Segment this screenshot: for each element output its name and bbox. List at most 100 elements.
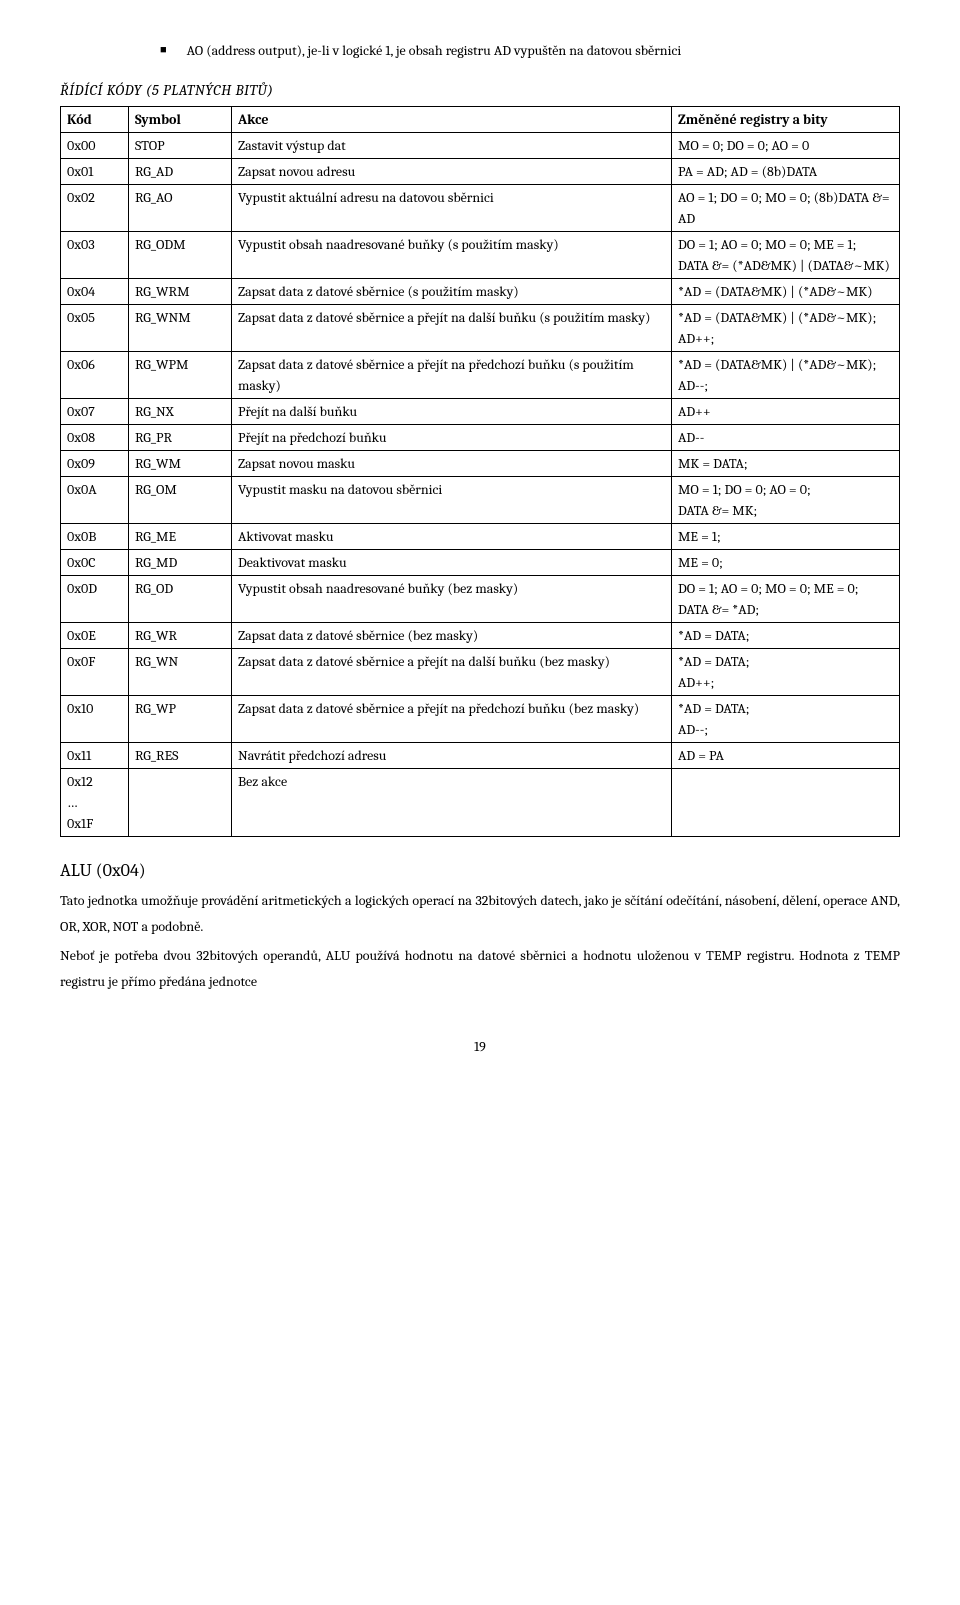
table-row: 0x10RG_WPZapsat data z datové sběrnice a… <box>61 695 900 742</box>
table-cell: 0x09 <box>61 450 129 476</box>
table-cell: RG_OD <box>129 575 232 622</box>
table-cell: AD++ <box>672 398 900 424</box>
table-cell: MO = 1; DO = 0; AO = 0; DATA &= MK; <box>672 476 900 523</box>
table-cell: AD-- <box>672 424 900 450</box>
opcodes-table: Kód Symbol Akce Změněné registry a bity … <box>60 106 900 837</box>
table-row: 0x08RG_PRPřejít na předchozí buňkuAD-- <box>61 424 900 450</box>
table-row: 0x0ERG_WRZapsat data z datové sběrnice (… <box>61 622 900 648</box>
table-cell: Zastavit výstup dat <box>232 132 672 158</box>
table-cell: *AD = DATA; <box>672 622 900 648</box>
table-cell: MK = DATA; <box>672 450 900 476</box>
alu-title: ALU (0x04) <box>60 857 900 884</box>
table-cell: 0x06 <box>61 351 129 398</box>
table-cell: RG_WR <box>129 622 232 648</box>
table-cell: Bez akce <box>232 768 672 836</box>
table-cell: RG_AD <box>129 158 232 184</box>
table-cell: ME = 1; <box>672 523 900 549</box>
table-cell: AO = 1; DO = 0; MO = 0; (8b)DATA &= AD <box>672 184 900 231</box>
table-cell: RG_ODM <box>129 231 232 278</box>
table-cell: Aktivovat masku <box>232 523 672 549</box>
table-row: 0x0FRG_WNZapsat data z datové sběrnice a… <box>61 648 900 695</box>
page-number: 19 <box>60 1036 900 1057</box>
table-cell <box>672 768 900 836</box>
table-cell: DO = 1; AO = 0; MO = 0; ME = 0; DATA &= … <box>672 575 900 622</box>
table-cell: RG_MD <box>129 549 232 575</box>
table-row: 0x11RG_RESNavrátit předchozí adresuAD = … <box>61 742 900 768</box>
th-kod: Kód <box>61 106 129 132</box>
table-row: 0x0ARG_OMVypustit masku na datovou sběrn… <box>61 476 900 523</box>
table-cell: Zapsat data z datové sběrnice a přejít n… <box>232 351 672 398</box>
bullet-square-icon: ■ <box>160 40 167 60</box>
table-cell: Zapsat data z datové sběrnice a přejít n… <box>232 648 672 695</box>
table-row: 0x0DRG_ODVypustit obsah naadresované buň… <box>61 575 900 622</box>
section-heading: ŘÍDÍCÍ KÓDY (5 PLATNÝCH BITŮ) <box>60 79 900 102</box>
table-row: 0x01RG_ADZapsat novou adresuPA = AD; AD … <box>61 158 900 184</box>
table-cell: 0x01 <box>61 158 129 184</box>
table-cell: MO = 0; DO = 0; AO = 0 <box>672 132 900 158</box>
table-cell: 0x05 <box>61 304 129 351</box>
table-row: 0x03RG_ODMVypustit obsah naadresované bu… <box>61 231 900 278</box>
table-cell: Vypustit masku na datovou sběrnici <box>232 476 672 523</box>
alu-paragraph-1: Tato jednotka umožňuje provádění aritmet… <box>60 888 900 941</box>
table-cell: AD = PA <box>672 742 900 768</box>
table-row: 0x0BRG_MEAktivovat maskuME = 1; <box>61 523 900 549</box>
table-cell: Zapsat data z datové sběrnice a přejít n… <box>232 695 672 742</box>
table-cell: 0x0A <box>61 476 129 523</box>
table-cell: RG_WNM <box>129 304 232 351</box>
table-cell: *AD = (DATA&MK) | (*AD&~MK); AD--; <box>672 351 900 398</box>
table-cell: RG_WPM <box>129 351 232 398</box>
table-cell: DO = 1; AO = 0; MO = 0; ME = 1; DATA &= … <box>672 231 900 278</box>
table-cell: Vypustit obsah naadresované buňky (bez m… <box>232 575 672 622</box>
table-cell: RG_WM <box>129 450 232 476</box>
table-cell: Zapsat data z datové sběrnice (s použití… <box>232 278 672 304</box>
table-cell: ME = 0; <box>672 549 900 575</box>
table-cell <box>129 768 232 836</box>
table-row: 0x06RG_WPMZapsat data z datové sběrnice … <box>61 351 900 398</box>
table-cell: 0x0C <box>61 549 129 575</box>
table-row: 0x09RG_WMZapsat novou maskuMK = DATA; <box>61 450 900 476</box>
table-cell: *AD = DATA; AD--; <box>672 695 900 742</box>
table-cell: 0x10 <box>61 695 129 742</box>
table-cell: 0x04 <box>61 278 129 304</box>
table-cell: Deaktivovat masku <box>232 549 672 575</box>
table-cell: Zapsat data z datové sběrnice (bez masky… <box>232 622 672 648</box>
table-row: 0x02RG_AOVypustit aktuální adresu na dat… <box>61 184 900 231</box>
table-cell: RG_WRM <box>129 278 232 304</box>
table-cell: Přejít na další buňku <box>232 398 672 424</box>
th-symbol: Symbol <box>129 106 232 132</box>
table-cell: Vypustit aktuální adresu na datovou sběr… <box>232 184 672 231</box>
table-cell: RG_PR <box>129 424 232 450</box>
alu-paragraph-2: Neboť je potřeba dvou 32bitových operand… <box>60 943 900 996</box>
table-row: 0x0CRG_MDDeaktivovat maskuME = 0; <box>61 549 900 575</box>
table-cell: Zapsat data z datové sběrnice a přejít n… <box>232 304 672 351</box>
table-cell: 0x0B <box>61 523 129 549</box>
table-cell: 0x03 <box>61 231 129 278</box>
table-cell: 0x02 <box>61 184 129 231</box>
table-cell: PA = AD; AD = (8b)DATA <box>672 158 900 184</box>
table-cell: 0x00 <box>61 132 129 158</box>
th-akce: Akce <box>232 106 672 132</box>
table-cell: 0x0E <box>61 622 129 648</box>
table-cell: Navrátit předchozí adresu <box>232 742 672 768</box>
table-cell: 0x12 … 0x1F <box>61 768 129 836</box>
table-cell: RG_WP <box>129 695 232 742</box>
top-bullet: ■ AO (address output), je-li v logické 1… <box>160 40 900 61</box>
table-cell: Přejít na předchozí buňku <box>232 424 672 450</box>
table-header-row: Kód Symbol Akce Změněné registry a bity <box>61 106 900 132</box>
table-cell: RG_AO <box>129 184 232 231</box>
table-cell: STOP <box>129 132 232 158</box>
table-cell: 0x11 <box>61 742 129 768</box>
table-cell: RG_OM <box>129 476 232 523</box>
table-cell: RG_NX <box>129 398 232 424</box>
table-cell: Zapsat novou masku <box>232 450 672 476</box>
table-cell: 0x08 <box>61 424 129 450</box>
table-cell: RG_ME <box>129 523 232 549</box>
table-cell: *AD = (DATA&MK) | (*AD&~MK); AD++; <box>672 304 900 351</box>
table-row: 0x07RG_NXPřejít na další buňkuAD++ <box>61 398 900 424</box>
th-registry: Změněné registry a bity <box>672 106 900 132</box>
table-cell: *AD = (DATA&MK) | (*AD&~MK) <box>672 278 900 304</box>
table-row: 0x12 … 0x1F Bez akce <box>61 768 900 836</box>
table-cell: RG_WN <box>129 648 232 695</box>
table-row: 0x04RG_WRMZapsat data z datové sběrnice … <box>61 278 900 304</box>
table-cell: 0x0D <box>61 575 129 622</box>
